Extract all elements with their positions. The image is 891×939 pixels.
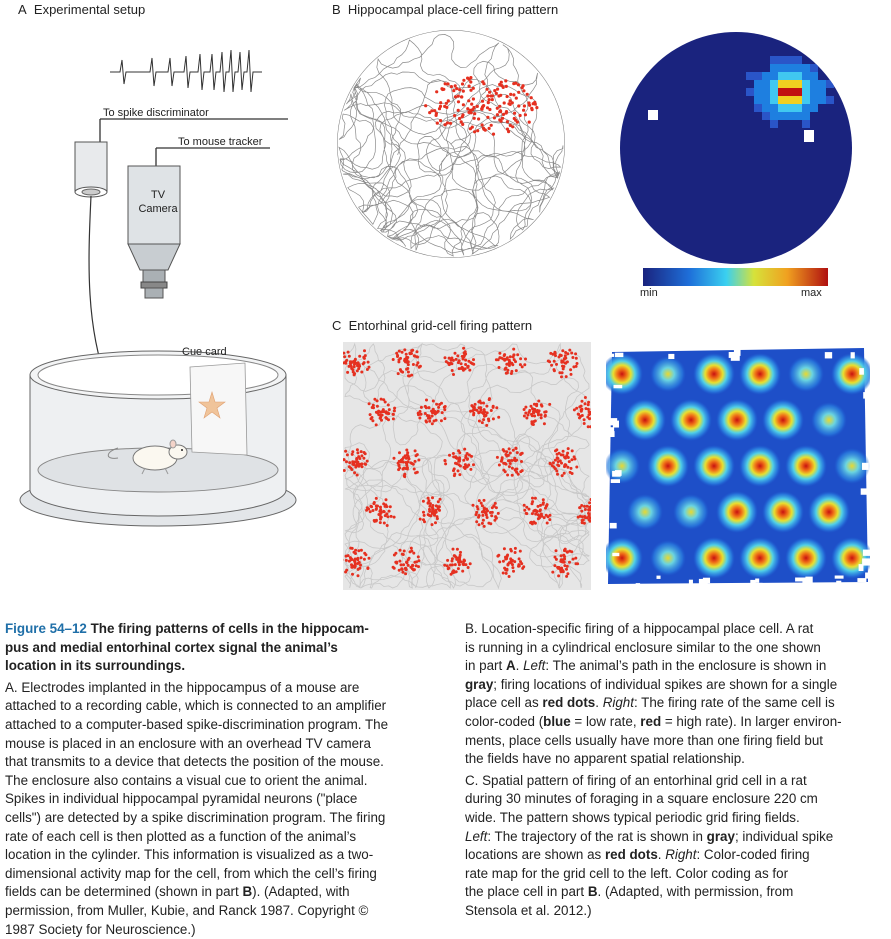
panel-a-label: A Experimental setup [18, 2, 145, 17]
colorbar-max: max [801, 287, 822, 299]
caption-part-c: C. Spatial pattern of firing of an entor… [465, 772, 885, 921]
caption-line: 1987 Society for Neuroscience.) [5, 921, 435, 939]
experimental-setup-illustration [0, 30, 320, 530]
spike-discriminator-label: To spike discriminator [103, 107, 209, 119]
place-cell-rate-map [618, 30, 854, 266]
caption-line: Left: The trajectory of the rat is shown… [465, 828, 885, 847]
grid-cell-rate-map [606, 346, 870, 586]
caption-line: permission, from Muller, Kubie, and Ranc… [5, 902, 435, 921]
panel-c-label: C Entorhinal grid-cell firing pattern [332, 318, 532, 333]
cue-card-label: Cue card [182, 346, 227, 358]
spike-trace [110, 50, 262, 92]
caption-line: place cell as red dots. Right: The firin… [465, 694, 885, 713]
caption-line: rate map for the grid cell to the left. … [465, 865, 885, 884]
caption-line: B. Location-specific firing of a hippoca… [465, 620, 885, 639]
caption-line: attached to a recording cable, which is … [5, 697, 435, 716]
caption-line: Stensola et al. 2012.) [465, 902, 885, 921]
caption-line: is running in a cylindrical enclosure si… [465, 639, 885, 658]
caption-line: Spikes in individual hippocampal pyramid… [5, 790, 435, 809]
caption-line: the place cell in part B. (Adapted, with… [465, 883, 885, 902]
colorbar [643, 268, 828, 288]
place-cell-trajectory-plot [333, 26, 569, 262]
caption-line: ments, place cells usually have more tha… [465, 732, 885, 751]
caption-right: B. Location-specific firing of a hippoca… [465, 620, 885, 921]
caption-line: locations are shown as red dots. Right: … [465, 846, 885, 865]
caption-line: cells") are detected by a spike discrimi… [5, 809, 435, 828]
caption-line: gray; firing locations of individual spi… [465, 676, 885, 695]
caption-line: location in the cylinder. This informati… [5, 846, 435, 865]
caption-line: color-coded (blue = low rate, red = high… [465, 713, 885, 732]
colorbar-min: min [640, 287, 658, 299]
caption-line: rate of each cell is then plotted as a f… [5, 828, 435, 847]
figure-title: Figure 54–12 The firing patterns of cell… [5, 620, 435, 676]
caption-line: during 30 minutes of foraging in a squar… [465, 790, 885, 809]
caption-line: C. Spatial pattern of firing of an entor… [465, 772, 885, 791]
caption-line: that transmits to a device that detects … [5, 753, 435, 772]
place-cell-trajectory [337, 30, 565, 258]
caption-part-b: B. Location-specific firing of a hippoca… [465, 620, 885, 769]
caption-line: attached to a computer-based spike-discr… [5, 716, 435, 735]
caption-line: dimensional activity map for the cell, f… [5, 865, 435, 884]
caption-line: wide. The pattern shows typical periodic… [465, 809, 885, 828]
caption-line: in part A. Left: The animal’s path in th… [465, 657, 885, 676]
caption-line: the fields have no apparent spatial rela… [465, 750, 885, 769]
caption-line: fields can be determined (shown in part … [5, 883, 435, 902]
caption-part-a: A. Electrodes implanted in the hippocamp… [5, 679, 435, 939]
caption-left: Figure 54–12 The firing patterns of cell… [5, 620, 435, 939]
caption-line: The enclosure also contains a visual cue… [5, 772, 435, 791]
caption-line: mouse is placed in an enclosure with an … [5, 735, 435, 754]
grid-cell-trajectory-plot [343, 342, 591, 590]
mouse-tracker-label: To mouse tracker [178, 136, 262, 148]
panel-b-label: B Hippocampal place-cell firing pattern [332, 2, 558, 17]
caption-line: A. Electrodes implanted in the hippocamp… [5, 679, 435, 698]
